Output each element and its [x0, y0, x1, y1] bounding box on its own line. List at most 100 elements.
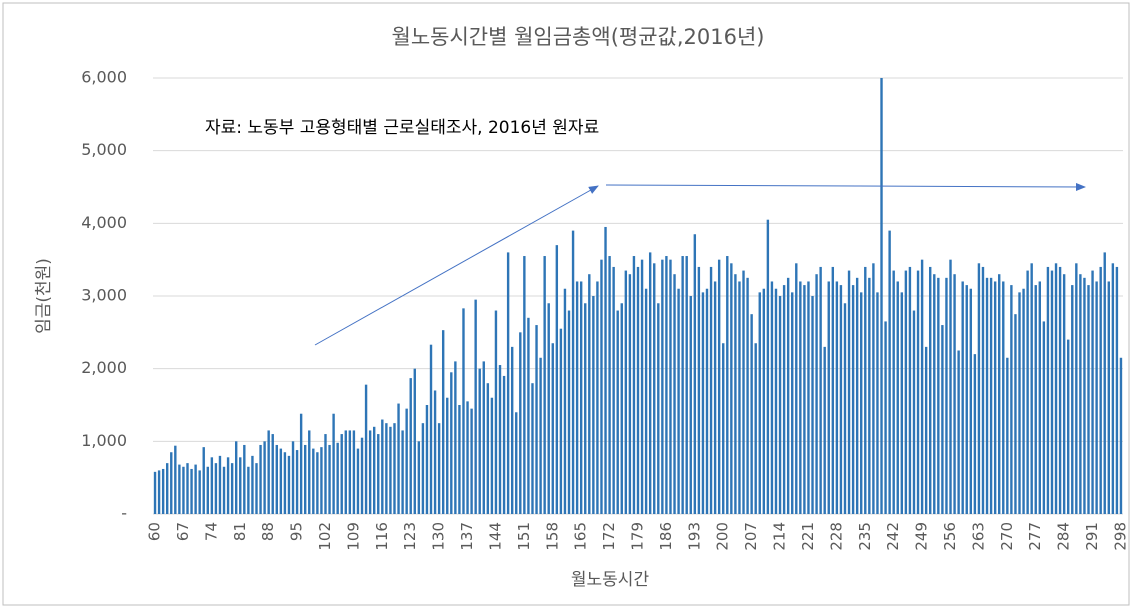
x-tick-label: 228 — [827, 522, 845, 551]
bar — [713, 281, 717, 514]
bar — [908, 266, 912, 514]
bar — [235, 441, 238, 514]
bar — [409, 378, 412, 514]
bar — [811, 296, 814, 514]
bar — [531, 383, 534, 514]
bar — [575, 281, 579, 514]
bar — [454, 361, 457, 514]
x-tick-label: 207 — [742, 522, 760, 551]
bar — [1058, 266, 1062, 514]
bar — [230, 463, 234, 514]
bar — [624, 270, 628, 514]
bar — [791, 292, 794, 514]
bar — [1026, 270, 1029, 514]
bar — [157, 470, 161, 514]
bar — [1115, 266, 1119, 514]
bar — [287, 455, 291, 514]
bar — [291, 441, 295, 514]
bar — [786, 277, 790, 514]
bar — [344, 430, 347, 514]
bar — [1107, 281, 1110, 514]
bar — [782, 285, 786, 514]
bar — [494, 310, 498, 514]
bar — [766, 219, 770, 514]
y-tick-label: 3,000 — [81, 286, 127, 305]
bar — [896, 281, 899, 514]
bar — [892, 270, 895, 514]
bar — [547, 303, 550, 514]
bar — [551, 343, 554, 514]
bar — [701, 292, 705, 514]
bar — [381, 419, 384, 514]
bar — [186, 463, 189, 514]
x-tick-label: 284 — [1055, 522, 1073, 551]
bar — [567, 310, 571, 514]
bar — [669, 259, 672, 514]
bar — [815, 274, 818, 514]
bar — [490, 397, 494, 514]
x-tick-label: 270 — [998, 522, 1016, 551]
x-tick-label: 200 — [714, 522, 732, 551]
bar — [429, 344, 433, 514]
bar — [803, 285, 806, 514]
bar — [271, 434, 274, 514]
bar — [665, 256, 668, 514]
bar — [328, 444, 331, 514]
bar — [888, 230, 891, 514]
x-tick-label: 179 — [629, 522, 647, 551]
bar — [364, 384, 368, 514]
bar — [1091, 270, 1094, 514]
x-tick-label: 158 — [543, 522, 561, 551]
x-tick-label: 242 — [884, 522, 902, 551]
bar — [206, 466, 209, 514]
bar — [482, 361, 485, 514]
bar — [657, 303, 660, 514]
bar — [685, 256, 688, 514]
bar — [697, 266, 701, 514]
x-tick-label: 249 — [913, 522, 931, 551]
bar — [709, 266, 713, 514]
bar — [628, 274, 632, 514]
bar — [1071, 285, 1074, 514]
x-tick-label: 74 — [202, 522, 220, 541]
bar — [417, 441, 421, 514]
bar — [303, 444, 307, 514]
source-note: 자료: 노동부 고용형태별 근로실태조사, 2016년 원자료 — [205, 118, 599, 138]
bar — [912, 310, 916, 514]
bar — [644, 288, 648, 514]
bar — [957, 350, 960, 514]
bar — [977, 263, 981, 514]
bar — [332, 413, 335, 514]
bar — [182, 466, 185, 514]
y-tick-label: 1,000 — [81, 431, 127, 450]
bar — [612, 266, 615, 514]
bar — [868, 277, 871, 514]
bar — [661, 259, 664, 514]
x-tick-label: 144 — [486, 522, 504, 551]
bar — [421, 423, 425, 514]
bar — [937, 277, 940, 514]
bar — [218, 455, 222, 514]
bar — [377, 434, 380, 514]
bar — [851, 285, 855, 514]
bar — [795, 263, 798, 514]
bar — [1062, 274, 1066, 514]
bar — [632, 256, 636, 514]
bar — [738, 281, 741, 514]
bar — [385, 423, 388, 514]
bar — [900, 292, 904, 514]
bar — [673, 274, 676, 514]
x-tick-label: 172 — [600, 522, 618, 551]
bar — [762, 288, 766, 514]
bar — [592, 296, 595, 514]
bar — [746, 277, 749, 514]
bar — [202, 447, 205, 514]
bar — [433, 390, 437, 514]
bar — [722, 343, 725, 514]
bar — [1119, 357, 1123, 514]
plateau-arrow — [605, 182, 1086, 191]
bar — [190, 468, 193, 514]
bar — [194, 464, 197, 514]
bar — [600, 259, 603, 514]
bar — [1038, 281, 1041, 514]
